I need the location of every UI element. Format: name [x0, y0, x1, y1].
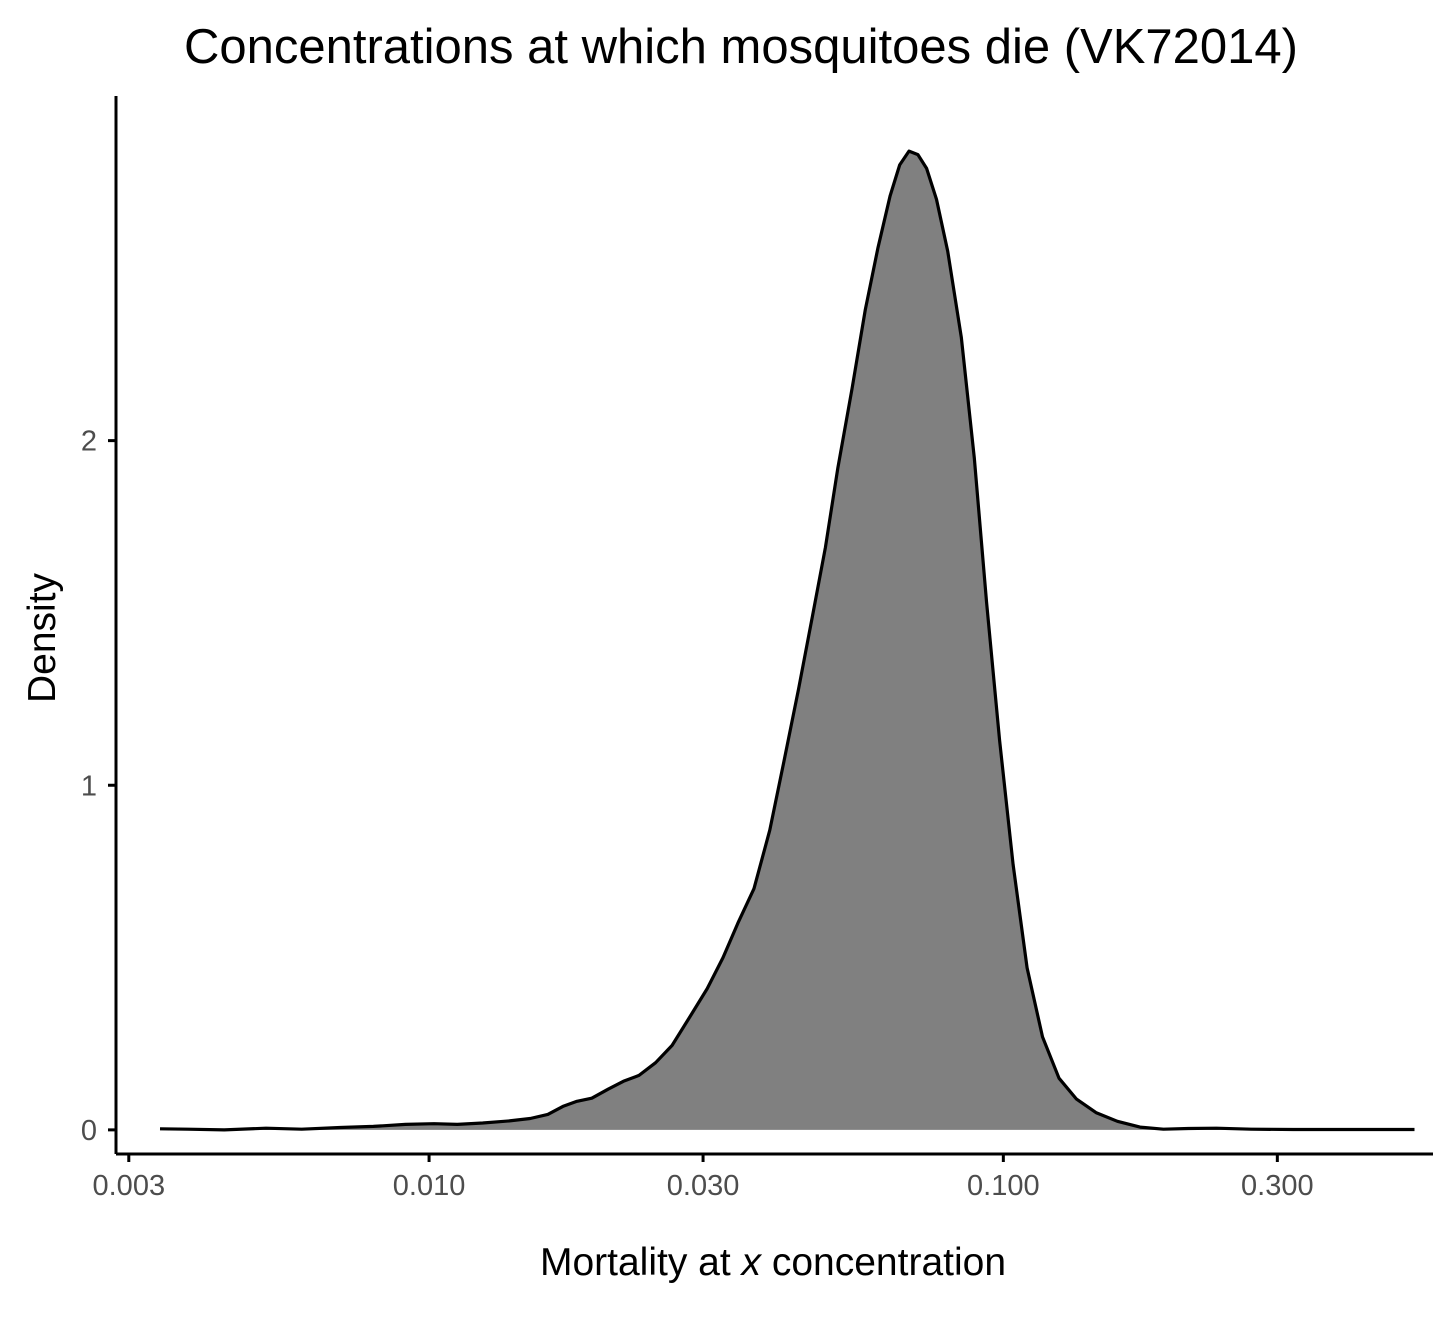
x-axis-label: Mortality at x concentration: [540, 1241, 1006, 1284]
x-axis-label-suffix: concentration: [761, 1241, 1006, 1284]
x-axis-label-prefix: Mortality at: [540, 1241, 742, 1284]
y-tick-label: 1: [81, 770, 97, 802]
y-tick-label: 0: [81, 1115, 97, 1147]
plot-area: [159, 149, 1415, 1132]
x-tick-label: 0.100: [967, 1170, 1040, 1202]
density-line: [159, 149, 1415, 1132]
x-tick-label: 0.003: [93, 1170, 166, 1202]
y-axis: 0 1 2: [81, 96, 118, 1154]
y-axis-label: Density: [21, 572, 64, 703]
x-tick-label: 0.010: [393, 1170, 466, 1202]
x-tick-label: 0.030: [667, 1170, 740, 1202]
y-tick-label: 2: [81, 426, 97, 458]
x-tick-label: 0.300: [1241, 1170, 1314, 1202]
x-axis-label-variable: x: [740, 1241, 763, 1284]
x-axis: 0.003 0.010 0.030 0.100 0.300: [93, 1152, 1433, 1202]
density-area: [160, 151, 1415, 1130]
chart-title: Concentrations at which mosquitoes die (…: [184, 20, 1298, 74]
